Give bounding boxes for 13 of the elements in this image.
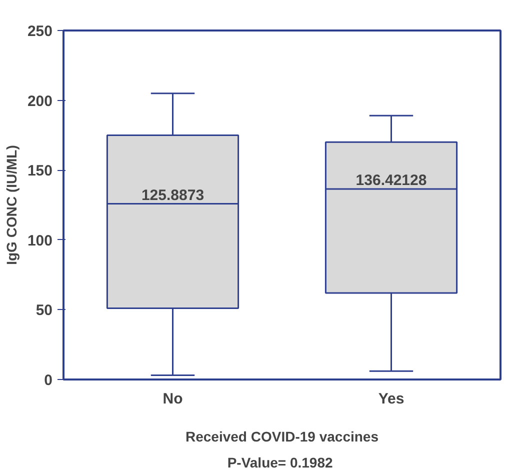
y-tick-label: 100 bbox=[27, 232, 53, 250]
text: P-Value= 0.1982 bbox=[227, 454, 333, 470]
y-tick-label: 0 bbox=[44, 372, 52, 389]
annotation: 136.42128 bbox=[356, 172, 427, 190]
y-axis-title: IgG CONC (IU/ML) bbox=[3, 145, 20, 265]
x-axis-title: Received COVID-19 vaccines bbox=[186, 428, 379, 444]
x-tick-label: Yes bbox=[378, 390, 404, 408]
annotation: 125.8873 bbox=[141, 186, 204, 204]
y-tick-label: 250 bbox=[27, 23, 53, 40]
y-tick-label: 150 bbox=[27, 162, 53, 180]
y-tick-label: 200 bbox=[27, 92, 53, 110]
x-tick-label: No bbox=[162, 390, 183, 408]
y-tick-label: 50 bbox=[36, 302, 53, 320]
